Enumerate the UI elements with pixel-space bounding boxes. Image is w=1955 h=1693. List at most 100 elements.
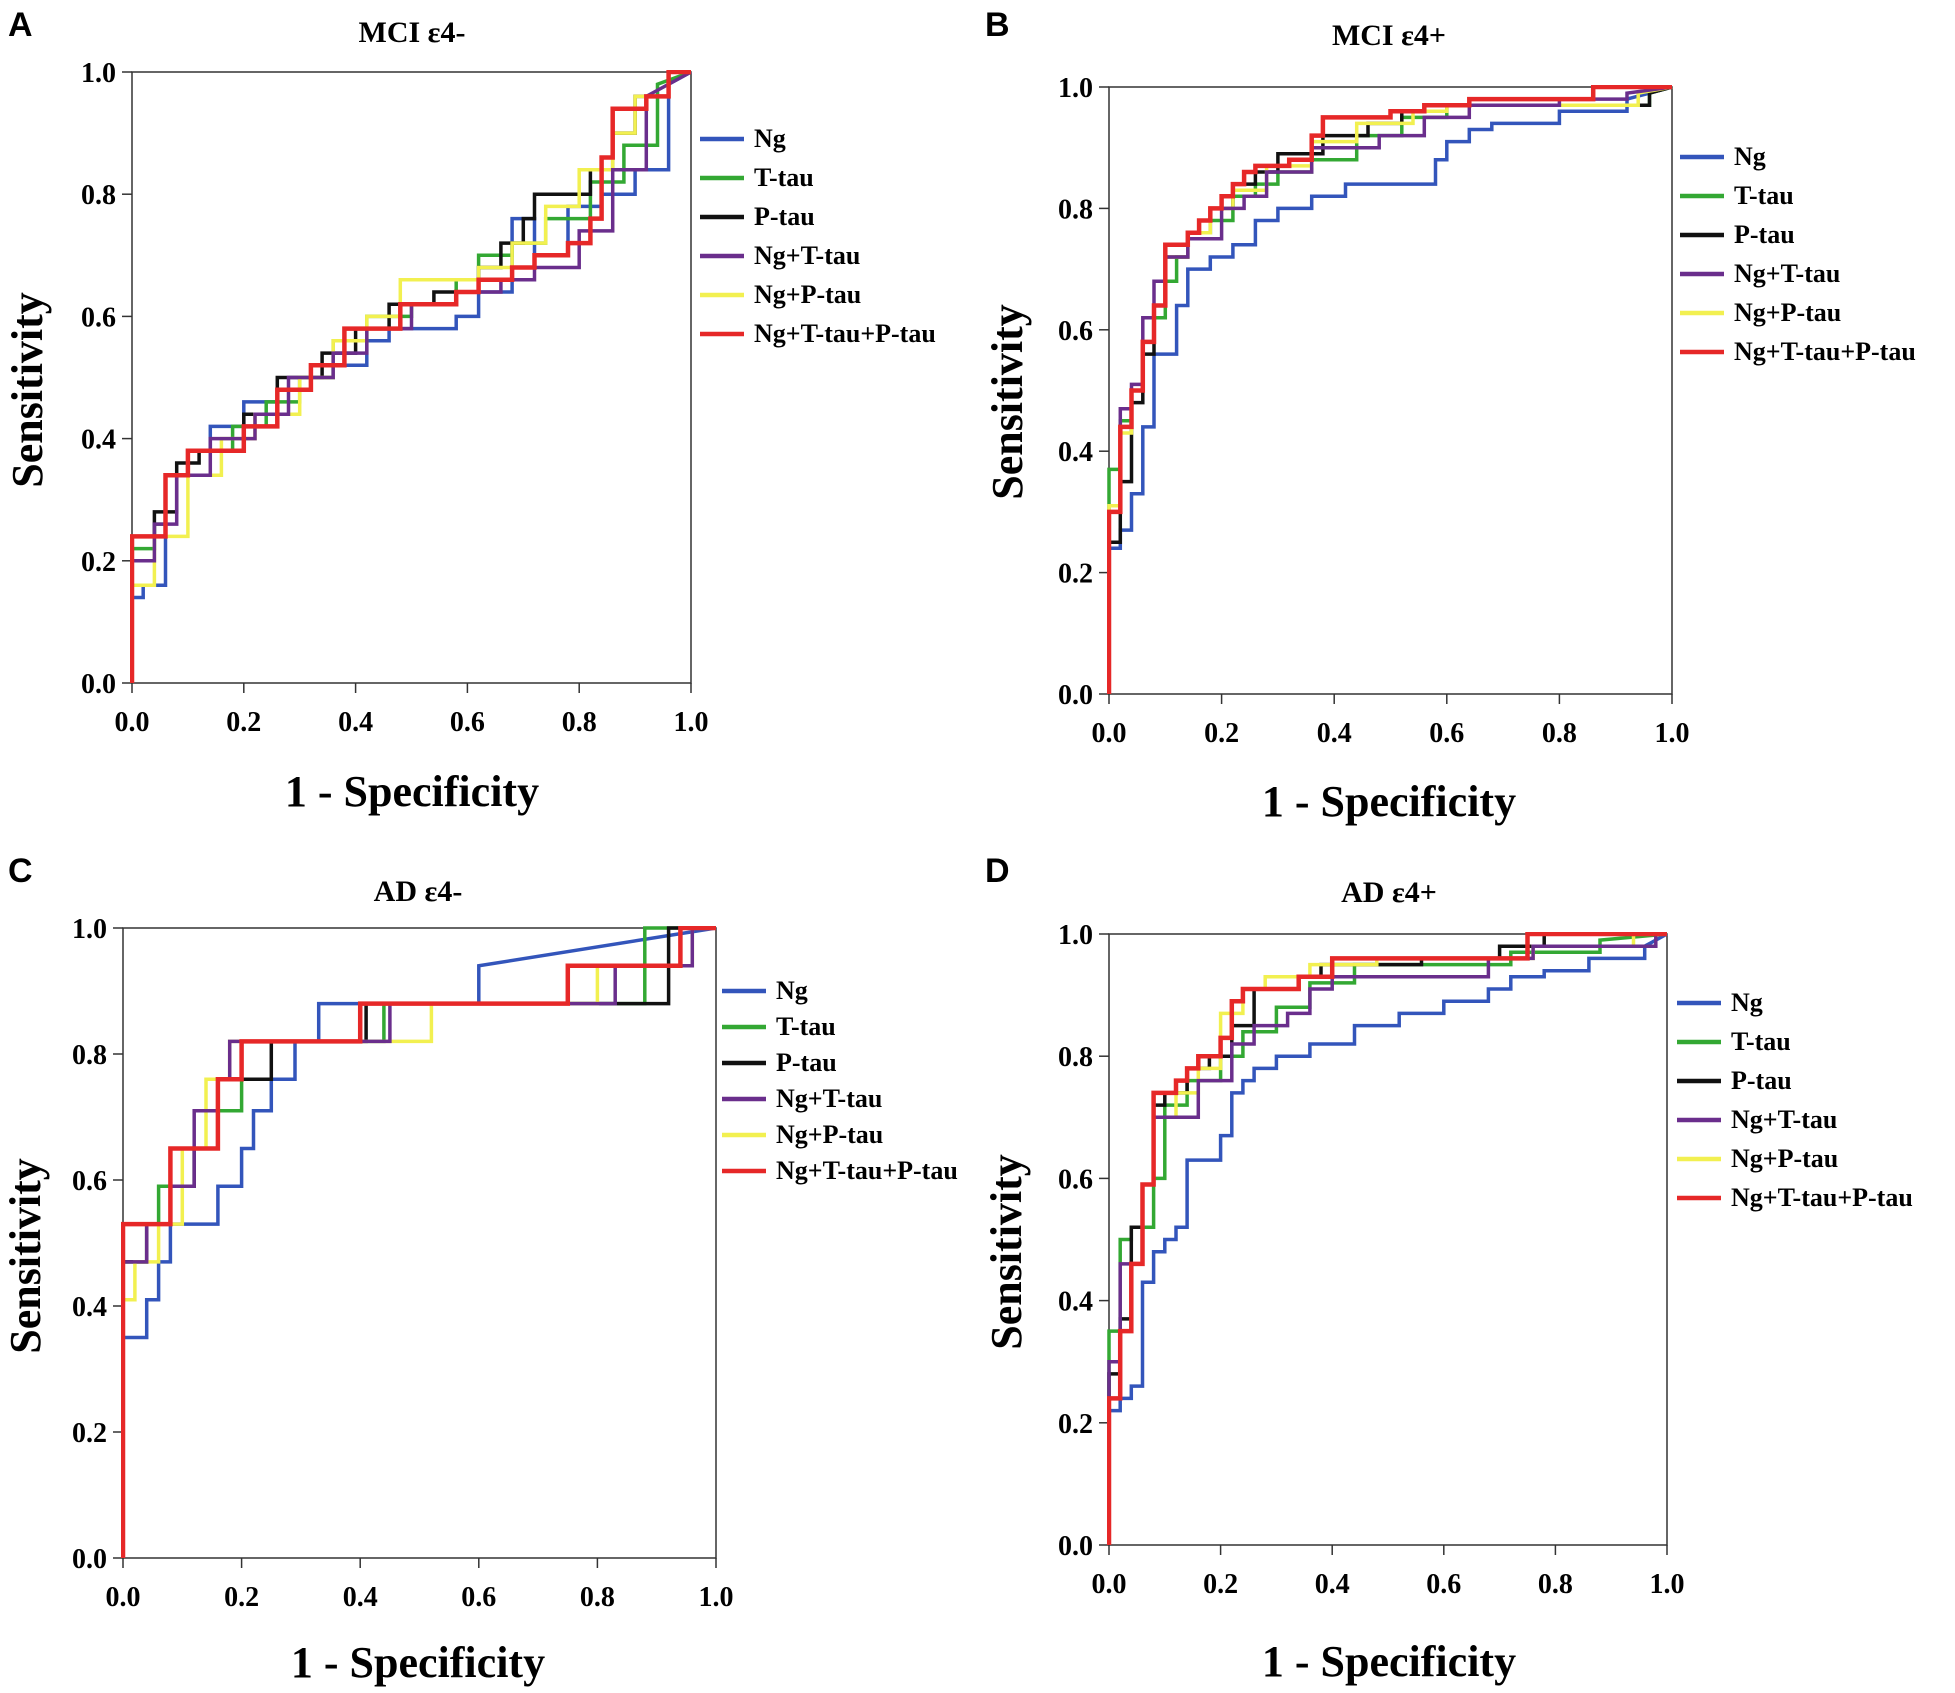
legend-label-ng-plus-t-tau-plus-p-tau-d: Ng+T-tau+P-tau bbox=[1731, 1183, 1913, 1212]
legend-label-ng-plus-t-tau-b: Ng+T-tau bbox=[1734, 259, 1840, 288]
series-line-ng-b bbox=[1107, 85, 1673, 694]
chart-title-b: MCI ε4+ bbox=[1332, 19, 1446, 52]
x-tick-label: 0.4 bbox=[1315, 1569, 1350, 1600]
y-axis-label-b: Sensitivity bbox=[983, 304, 1032, 500]
x-tick-label: 1.0 bbox=[674, 707, 709, 738]
plot-frame-d bbox=[1108, 933, 1668, 1546]
plot-frame-c bbox=[122, 927, 717, 1559]
legend-label-ng-plus-p-tau-c: Ng+P-tau bbox=[776, 1120, 883, 1149]
x-tick-label: 0.4 bbox=[338, 707, 373, 738]
x-axis-label-b: 1 - Specificity bbox=[1262, 777, 1516, 826]
y-tick-label: 0.4 bbox=[1058, 437, 1093, 468]
series-group-d bbox=[1107, 932, 1668, 1545]
y-tick-label: 0.6 bbox=[72, 1166, 107, 1197]
plot-frame-a bbox=[131, 71, 692, 684]
x-tick-label: 0.2 bbox=[1204, 718, 1239, 749]
legend-label-ng-d: Ng bbox=[1731, 988, 1763, 1017]
x-tick-label: 0.4 bbox=[343, 1582, 378, 1613]
y-tick-label: 0.2 bbox=[1058, 559, 1093, 590]
x-tick-label: 0.0 bbox=[1092, 718, 1127, 749]
y-tick-label: 0.8 bbox=[1058, 194, 1093, 225]
x-tick-label: 0.4 bbox=[1317, 718, 1352, 749]
legend-label-ng-plus-t-tau-d: Ng+T-tau bbox=[1731, 1105, 1837, 1134]
legend-label-p-tau-c: P-tau bbox=[776, 1048, 837, 1077]
y-tick-label: 1.0 bbox=[81, 58, 116, 89]
x-tick-label: 0.0 bbox=[115, 707, 150, 738]
roc-chart-b: B MCI ε4+ 0.0 0.0 0.2 0.2 0.4 0.4 0.6 0.6 0.8 0.8 1.… bbox=[983, 6, 1916, 826]
y-tick-label: 0.0 bbox=[72, 1544, 107, 1575]
legend-label-ng-plus-t-tau-plus-p-tau-b: Ng+T-tau+P-tau bbox=[1734, 337, 1916, 366]
legend-label-ng-plus-t-tau-c: Ng+T-tau bbox=[776, 1084, 882, 1113]
roc-chart-c: C AD ε4- 0.0 0.0 0.2 0.2 0.4 0.4 0.6 0.6 0.8 0.8 1.0… bbox=[1, 852, 958, 1687]
y-tick-label: 0.4 bbox=[72, 1292, 107, 1323]
legend-label-ng-plus-p-tau-a: Ng+P-tau bbox=[754, 280, 861, 309]
series-group-a bbox=[130, 70, 692, 683]
x-axis-label-a: 1 - Specificity bbox=[285, 767, 539, 816]
x-tick-label: 0.6 bbox=[1426, 1569, 1461, 1600]
x-tick-label: 0.2 bbox=[1203, 1569, 1238, 1600]
y-tick-label: 1.0 bbox=[1058, 920, 1093, 951]
y-tick-label: 0.8 bbox=[81, 180, 116, 211]
chart-title-d: AD ε4+ bbox=[1341, 876, 1437, 909]
y-tick-label: 0.0 bbox=[1058, 1531, 1093, 1562]
series-group-b bbox=[1107, 85, 1673, 694]
legend-label-t-tau-c: T-tau bbox=[776, 1012, 836, 1041]
series-line-ng-plus-t-tau-plus-p-tau-c bbox=[121, 926, 716, 1558]
panel-label-a: A bbox=[8, 6, 33, 44]
roc-panel-d: D AD ε4+ 0.0 0.0 0.2 0.2 0.4 0.4 0.6 0.6 0.8 0.8 1.0… bbox=[977, 846, 1954, 1692]
x-tick-label: 0.6 bbox=[450, 707, 485, 738]
panel-label-b: B bbox=[985, 6, 1010, 44]
chart-title-a: MCI ε4- bbox=[359, 16, 466, 49]
y-tick-label: 0.6 bbox=[81, 302, 116, 333]
legend-label-p-tau-b: P-tau bbox=[1734, 220, 1795, 249]
y-tick-label: 0.2 bbox=[81, 547, 116, 578]
series-line-ng-plus-t-tau-b bbox=[1107, 85, 1673, 694]
y-tick-label: 0.2 bbox=[1058, 1409, 1093, 1440]
series-line-ng-d bbox=[1107, 932, 1668, 1545]
legend-label-ng-plus-p-tau-d: Ng+P-tau bbox=[1731, 1144, 1838, 1173]
legend-label-t-tau-a: T-tau bbox=[754, 163, 814, 192]
legend-label-ng-a: Ng bbox=[754, 124, 786, 153]
x-axis-label-d: 1 - Specificity bbox=[1262, 1637, 1516, 1686]
roc-panel-a: A MCI ε4- 0.0 0.0 0.2 0.2 0.4 0.4 0.6 0.6 0.8 0.8 1.… bbox=[0, 0, 977, 846]
legend-label-ng-plus-t-tau-plus-p-tau-a: Ng+T-tau+P-tau bbox=[754, 319, 936, 348]
x-tick-label: 0.6 bbox=[461, 1582, 496, 1613]
y-tick-label: 1.0 bbox=[72, 914, 107, 945]
series-line-ng-plus-t-tau-plus-p-tau-b bbox=[1107, 85, 1672, 694]
legend-label-ng-b: Ng bbox=[1734, 142, 1766, 171]
roc-panel-b: B MCI ε4+ 0.0 0.0 0.2 0.2 0.4 0.4 0.6 0.6 0.8 0.8 1.… bbox=[977, 0, 1954, 846]
x-tick-label: 0.2 bbox=[226, 707, 261, 738]
y-axis-label-a: Sensitivity bbox=[3, 292, 52, 488]
y-tick-label: 0.4 bbox=[81, 425, 116, 456]
x-tick-label: 1.0 bbox=[1650, 1569, 1685, 1600]
x-tick-label: 1.0 bbox=[699, 1582, 734, 1613]
panel-label-d: D bbox=[985, 852, 1010, 890]
series-line-ng-c bbox=[121, 926, 717, 1558]
panel-label-c: C bbox=[8, 852, 33, 890]
roc-chart-a: A MCI ε4- 0.0 0.0 0.2 0.2 0.4 0.4 0.6 0.6 0.8 0.8 1.… bbox=[3, 6, 936, 816]
x-tick-label: 0.0 bbox=[106, 1582, 141, 1613]
x-axis-label-c: 1 - Specificity bbox=[291, 1638, 545, 1687]
y-tick-label: 0.0 bbox=[1058, 680, 1093, 711]
legend-label-p-tau-d: P-tau bbox=[1731, 1066, 1792, 1095]
legend-label-t-tau-d: T-tau bbox=[1731, 1027, 1791, 1056]
y-axis-label-d: Sensitivity bbox=[982, 1154, 1031, 1350]
x-tick-label: 0.8 bbox=[580, 1582, 615, 1613]
y-tick-label: 0.0 bbox=[81, 669, 116, 700]
x-tick-label: 0.8 bbox=[1538, 1569, 1573, 1600]
legend-label-p-tau-a: P-tau bbox=[754, 202, 815, 231]
y-tick-label: 0.8 bbox=[72, 1040, 107, 1071]
series-line-ng-plus-t-tau-plus-p-tau-a bbox=[130, 70, 691, 683]
series-group-c bbox=[121, 926, 717, 1558]
y-tick-label: 1.0 bbox=[1058, 73, 1093, 104]
y-tick-label: 0.6 bbox=[1058, 316, 1093, 347]
x-tick-label: 1.0 bbox=[1655, 718, 1690, 749]
legend-label-t-tau-b: T-tau bbox=[1734, 181, 1794, 210]
x-tick-label: 0.8 bbox=[562, 707, 597, 738]
roc-panel-c: C AD ε4- 0.0 0.0 0.2 0.2 0.4 0.4 0.6 0.6 0.8 0.8 1.0… bbox=[0, 846, 977, 1692]
legend-label-ng-c: Ng bbox=[776, 976, 808, 1005]
y-tick-label: 0.8 bbox=[1058, 1042, 1093, 1073]
y-tick-label: 0.6 bbox=[1058, 1164, 1093, 1195]
x-tick-label: 0.6 bbox=[1429, 718, 1464, 749]
plot-frame-b bbox=[1108, 86, 1673, 695]
